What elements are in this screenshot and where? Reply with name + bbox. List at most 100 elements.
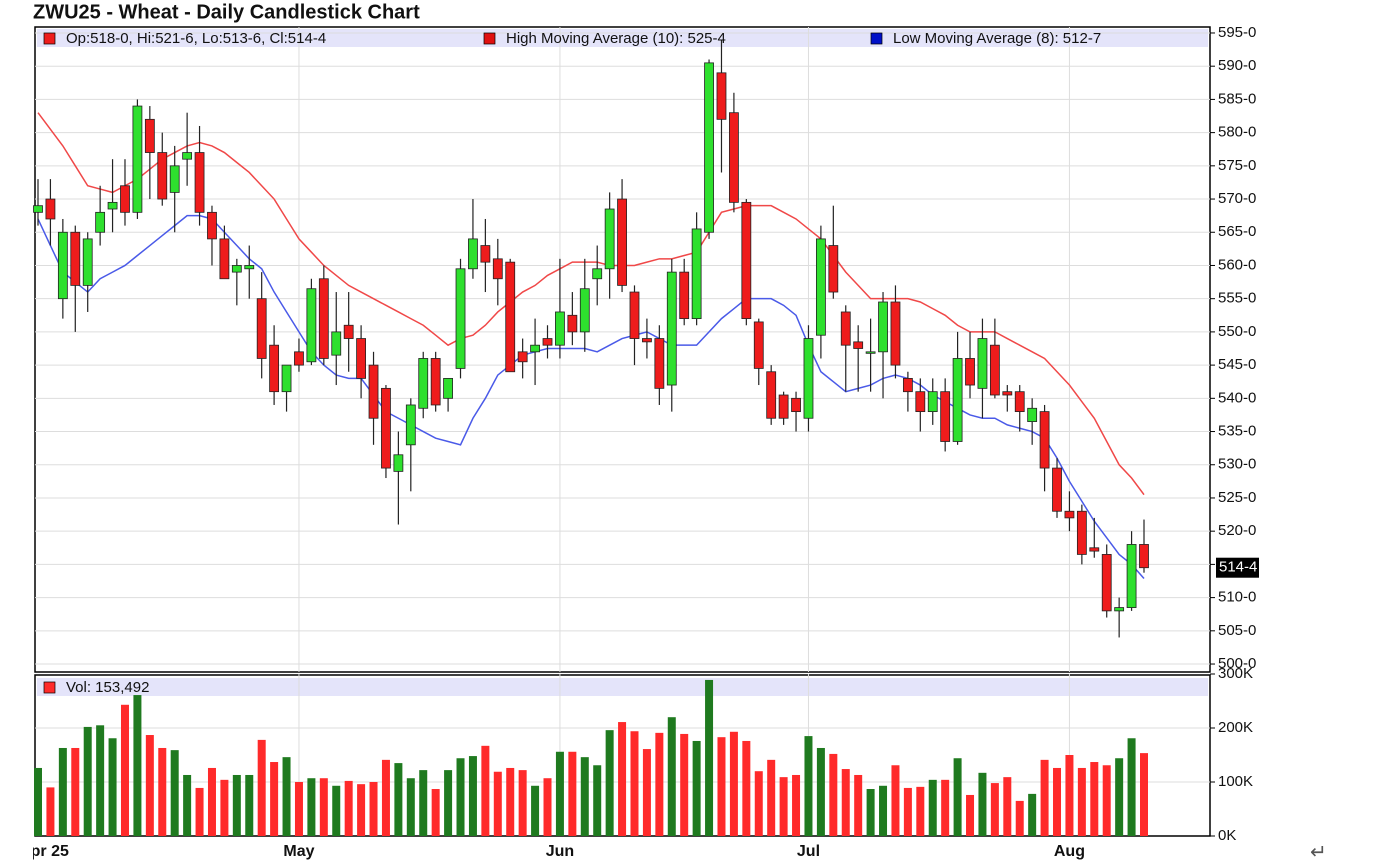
volume-bar [1040, 759, 1049, 836]
candle-body [604, 208, 615, 270]
volume-bar [257, 739, 266, 836]
volume-bar [978, 772, 987, 836]
candle-body [1014, 391, 1025, 413]
candle-body [815, 238, 826, 336]
volume-bar [767, 759, 776, 836]
volume-bar [531, 785, 540, 836]
volume-bar [1090, 762, 1099, 836]
volume-bar [1003, 777, 1012, 836]
volume-bar [680, 733, 689, 836]
moving-average-line [37, 112, 1145, 496]
volume-bar [891, 765, 900, 836]
y-tick-label: 525-0 [1218, 489, 1256, 506]
y-tick-label: 535-0 [1218, 423, 1256, 440]
volume-bar [344, 780, 353, 836]
volume-bar [705, 679, 714, 836]
candle-body [902, 377, 913, 393]
candle-body [57, 231, 68, 300]
volume-bar [555, 751, 564, 836]
candle-body [418, 358, 429, 409]
candle-body [617, 198, 627, 286]
last-price-tag [1216, 557, 1259, 578]
candle-body [704, 62, 714, 233]
candle-body [132, 105, 143, 213]
x-tick-label: Jun [546, 843, 574, 860]
x-tick-label: May [283, 843, 314, 860]
candle-body [952, 358, 963, 442]
legend-swatch [483, 32, 496, 45]
legend-band [37, 29, 1208, 47]
volume-bar [841, 769, 850, 836]
y-tick-label: 300K [1218, 665, 1253, 682]
legend-text: Op:518-0, Hi:521-6, Lo:513-6, Cl:514-4 [66, 30, 326, 47]
candle-body [766, 371, 777, 419]
volume-bar [195, 787, 204, 836]
volume-bar [1053, 767, 1062, 836]
candle-body [629, 291, 640, 339]
volume-bar [1077, 767, 1086, 836]
candle-body [443, 377, 453, 399]
candle-body [194, 152, 205, 213]
candle-body [1052, 467, 1062, 512]
candle-body [865, 351, 876, 354]
candle-body [778, 394, 789, 419]
volume-bar [58, 747, 67, 836]
y-tick-label: 530-0 [1218, 456, 1256, 473]
volume-bar [431, 789, 440, 836]
candle-body [691, 228, 702, 320]
price-panel [34, 26, 1211, 673]
legend-swatch [870, 32, 883, 45]
volume-bar [779, 777, 788, 836]
y-tick-label: 540-0 [1218, 389, 1256, 406]
candle-body [480, 245, 491, 263]
volume-bar [83, 726, 92, 836]
y-tick-label: 585-0 [1218, 90, 1256, 107]
volume-bar [1102, 765, 1111, 836]
volume-bar [444, 770, 453, 836]
volume-bar [630, 731, 639, 836]
candle-body [169, 165, 180, 193]
volume-bar [928, 779, 937, 836]
candle-body [207, 211, 217, 240]
volume-bar [866, 789, 875, 836]
volume-bar [282, 757, 291, 836]
candle-body [878, 301, 888, 353]
legend-text: Low Moving Average (8): 512-7 [893, 30, 1101, 47]
volume-bar [158, 747, 167, 836]
candle-body [555, 311, 565, 346]
candle-body [1027, 407, 1038, 422]
volume-bar [220, 779, 229, 836]
volume-bar [34, 767, 42, 836]
candle-body [95, 211, 106, 233]
candle-body [306, 288, 317, 363]
volume-bar [307, 778, 316, 836]
volume-bar [468, 756, 477, 836]
volume-bar [953, 758, 962, 836]
candle-body [840, 311, 851, 346]
y-tick-label: 555-0 [1218, 290, 1256, 307]
volume-bar [232, 774, 241, 836]
volume-bar [108, 738, 117, 836]
volume-bar [618, 722, 627, 836]
y-tick-label: 570-0 [1218, 190, 1256, 207]
volume-bar [792, 774, 801, 836]
candle-body [1126, 544, 1137, 608]
volume-bar [916, 786, 925, 836]
candle-body [853, 341, 864, 349]
volume-bar [245, 774, 254, 836]
candle-body [331, 331, 342, 356]
y-tick-label: 575-0 [1218, 157, 1256, 174]
volume-bar [642, 749, 651, 836]
volume-bar [481, 745, 490, 836]
y-tick-label: 200K [1218, 719, 1253, 736]
candle-body [716, 72, 727, 120]
candle-body [592, 268, 603, 280]
volume-bar [854, 774, 863, 836]
candle-body [281, 364, 292, 393]
volume-bar [493, 771, 502, 836]
volume-bar [605, 730, 614, 836]
volume-bar [903, 787, 912, 836]
candle-body [244, 265, 255, 270]
y-tick-label: 545-0 [1218, 356, 1256, 373]
x-tick-label: Aug [1054, 843, 1085, 860]
